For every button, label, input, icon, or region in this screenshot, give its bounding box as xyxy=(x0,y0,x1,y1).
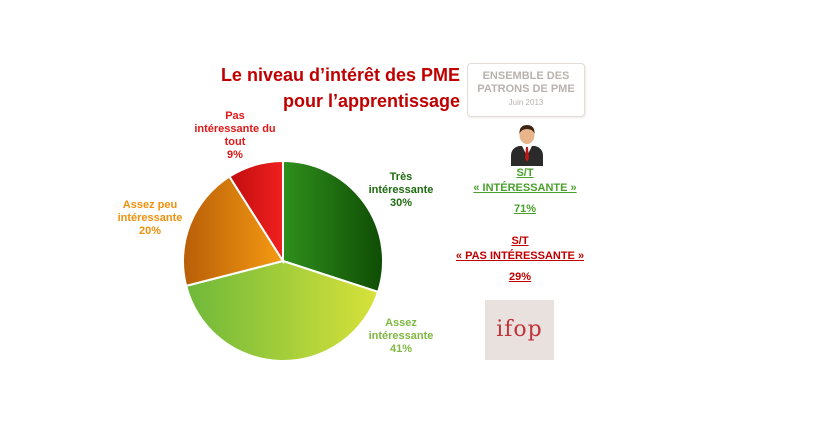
slice-value: 30% xyxy=(389,197,413,209)
ifop-logo: ifop xyxy=(485,300,554,360)
slice-label-line: Pas xyxy=(225,110,245,122)
summary-not-interested-label: S/T xyxy=(511,235,529,247)
pie-slice-assez-interessante xyxy=(184,259,380,363)
slice-label-line: Assez peu xyxy=(122,199,178,211)
slice-label-assez-peu-interessante: Assez peu intéressante 20% xyxy=(105,199,195,238)
summary-interested: S/T « INTÉRESSANTE » 71% xyxy=(450,166,600,217)
summary-interested-value: 71% xyxy=(513,203,537,215)
population-badge: ENSEMBLE DES PATRONS DE PME Juin 2013 xyxy=(467,63,585,117)
summary-interested-label: S/T xyxy=(516,167,534,179)
slice-label-line: intéressante du xyxy=(194,123,276,135)
summary-not-interested-label: « PAS INTÉRESSANTE » xyxy=(455,250,585,262)
slice-label-line: intéressante xyxy=(368,330,434,342)
slice-label-line: Très xyxy=(389,171,413,183)
slice-label-assez-interessante: Assez intéressante 41% xyxy=(356,317,446,356)
slice-label-pas-interessante: Pas intéressante du tout 9% xyxy=(185,110,285,162)
slice-label-tres-interessante: Très intéressante 30% xyxy=(356,171,446,210)
slice-label-line: Assez xyxy=(385,317,417,329)
slice-value: 41% xyxy=(389,343,413,355)
badge-date: Juin 2013 xyxy=(508,98,544,107)
badge-line2: PATRONS DE PME xyxy=(477,83,575,95)
slice-label-line: intéressante xyxy=(117,212,183,224)
badge-line1: ENSEMBLE DES xyxy=(482,70,570,82)
chart-title: Le niveau d’intérêt des PME pour l’appre… xyxy=(140,62,460,114)
pie-slice-tres-interessante xyxy=(282,159,384,294)
slice-value: 9% xyxy=(227,149,243,161)
chart-title-line2: pour l’apprentissage xyxy=(282,91,460,111)
pie-slice-pas-interessante xyxy=(228,159,284,265)
summary-interested-label: « INTÉRESSANTE » xyxy=(473,182,577,194)
pie-slice-assez-peu-interessante xyxy=(182,175,285,288)
summary-not-interested: S/T « PAS INTÉRESSANTE » 29% xyxy=(440,234,600,285)
slice-label-line: intéressante xyxy=(368,184,434,196)
businessman-icon xyxy=(511,125,543,166)
slice-value: 20% xyxy=(138,225,162,237)
chart-title-line1: Le niveau d’intérêt des PME xyxy=(220,65,460,85)
slice-label-line: tout xyxy=(224,136,246,148)
ifop-logo-text: ifop xyxy=(496,317,543,342)
summary-not-interested-value: 29% xyxy=(508,271,532,283)
